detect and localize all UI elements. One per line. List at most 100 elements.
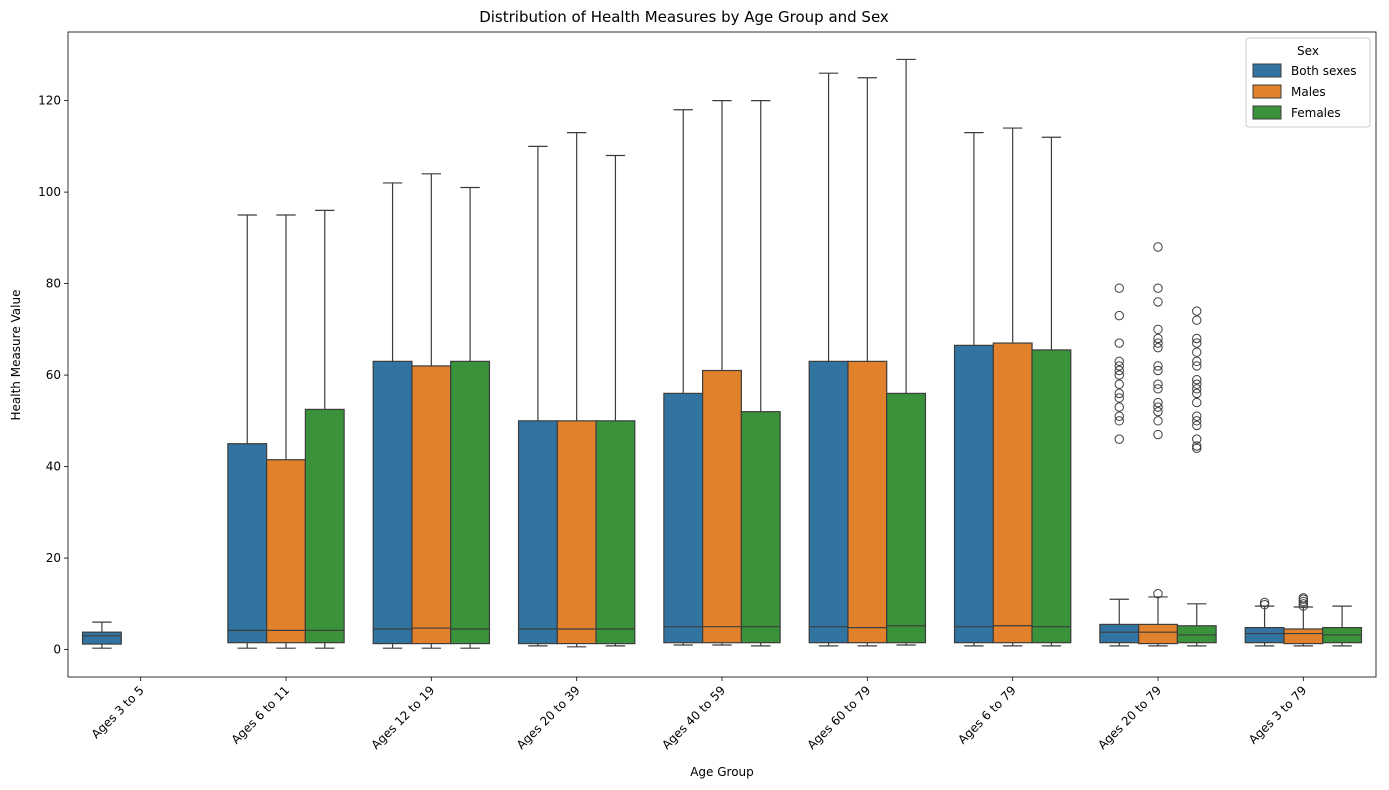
outlier-point (1192, 361, 1202, 371)
box-body (1283, 628, 1324, 645)
box-8-0 (1244, 597, 1285, 647)
box-5-1 (847, 77, 888, 647)
outlier-point (1153, 365, 1163, 376)
box-body (556, 420, 597, 645)
y-tick-label: 100 (38, 185, 61, 199)
x-tick-label: Ages 40 to 59 (659, 683, 728, 752)
box-body (1031, 349, 1072, 644)
box-4-0 (663, 109, 704, 646)
y-tick-label: 0 (53, 643, 61, 657)
y-tick-label: 60 (46, 368, 61, 382)
box-8-1 (1283, 593, 1324, 647)
outlier-point (1153, 384, 1163, 394)
box-3-0 (517, 145, 558, 647)
legend-swatch-1 (1252, 84, 1282, 99)
outlier-point (1153, 379, 1163, 389)
box-5-2 (886, 58, 927, 646)
outlier-point (1192, 333, 1202, 344)
outlier-point (1298, 599, 1309, 609)
outlier-point (1114, 310, 1124, 321)
box-7-2 (1176, 306, 1217, 647)
outlier-point (1153, 397, 1163, 408)
box-4-1 (702, 100, 742, 646)
outlier-point (1153, 429, 1163, 440)
y-tick-label: 80 (46, 277, 61, 291)
x-tick-label: Ages 3 to 79 (1246, 683, 1310, 747)
outlier-point (1192, 411, 1202, 421)
x-tick-label: Ages 6 to 11 (229, 683, 293, 747)
legend-swatch-0 (1252, 63, 1282, 78)
outlier-point (1114, 379, 1124, 389)
outlier-point (1114, 402, 1124, 412)
box-body (847, 360, 888, 644)
outlier-point (1114, 283, 1124, 293)
box-body (411, 365, 452, 645)
box-body (304, 408, 345, 644)
box-3-1 (556, 132, 597, 648)
y-axis: 0 20 40 60 80 100 120 (38, 94, 68, 657)
x-axis-label: Age Group (690, 765, 754, 779)
outlier-point (1192, 347, 1202, 357)
box-body (517, 420, 558, 645)
box-body (227, 443, 268, 644)
outlier-point (1153, 324, 1163, 335)
box-body (808, 360, 849, 644)
box-body (1138, 623, 1178, 645)
box-7-0 (1099, 283, 1140, 647)
legend-frame (1245, 37, 1371, 128)
box-body (266, 459, 306, 644)
outlier-point (1192, 356, 1202, 367)
legend-label-2: Females (1291, 106, 1341, 120)
outlier-point (1192, 416, 1202, 426)
outlier-point (1114, 393, 1124, 403)
legend-swatch-2 (1252, 105, 1282, 120)
box-6-0 (953, 132, 994, 647)
outlier-point (1153, 338, 1163, 348)
outlier-point (1192, 397, 1202, 408)
box-body (663, 392, 704, 644)
box-body (372, 360, 413, 645)
box-body (81, 631, 122, 645)
outlier-point (1114, 370, 1124, 380)
x-tick-label: Ages 3 to 5 (89, 683, 147, 741)
box-body (886, 392, 927, 644)
outlier-point (1114, 338, 1124, 348)
box-1-2 (304, 209, 345, 649)
outlier-point (1153, 589, 1163, 599)
outlier-point (1114, 356, 1124, 367)
box-6-1 (992, 127, 1033, 647)
outlier-point (1153, 361, 1163, 371)
box-body (740, 411, 781, 644)
outlier-point (1192, 441, 1202, 451)
y-tick-label: 20 (46, 551, 61, 565)
box-2-0 (372, 182, 413, 649)
box-1-1 (266, 214, 306, 649)
outlier-point (1192, 338, 1202, 348)
x-axis: Ages 3 to 5 Ages 6 to 11 Ages 12 to 19 Ages… (89, 677, 1310, 752)
box-body (1176, 625, 1217, 644)
box-6-2 (1031, 136, 1072, 647)
legend-title: Sex (1297, 44, 1319, 58)
outlier-point (1114, 416, 1124, 426)
box-body (953, 344, 994, 644)
x-tick-label: Ages 20 to 79 (1095, 683, 1164, 752)
outlier-point (1114, 365, 1124, 376)
box-7-1 (1138, 242, 1178, 647)
x-tick-label: Ages 12 to 19 (369, 683, 438, 752)
box-0-0 (81, 621, 122, 649)
box-3-2 (595, 154, 636, 647)
outlier-point (1192, 434, 1202, 444)
y-axis-label: Health Measure Value (9, 290, 23, 421)
outlier-point (1153, 342, 1163, 353)
x-tick-label: Ages 60 to 79 (805, 683, 874, 752)
outlier-point (1259, 597, 1270, 608)
legend-label-1: Males (1291, 85, 1326, 99)
box-1-0 (227, 214, 268, 649)
box-body (450, 360, 491, 645)
outlier-point (1192, 374, 1202, 385)
outlier-point (1114, 388, 1124, 399)
outlier-point (1114, 361, 1124, 371)
x-tick-label: Ages 20 to 39 (514, 683, 583, 752)
outlier-point (1114, 434, 1124, 444)
